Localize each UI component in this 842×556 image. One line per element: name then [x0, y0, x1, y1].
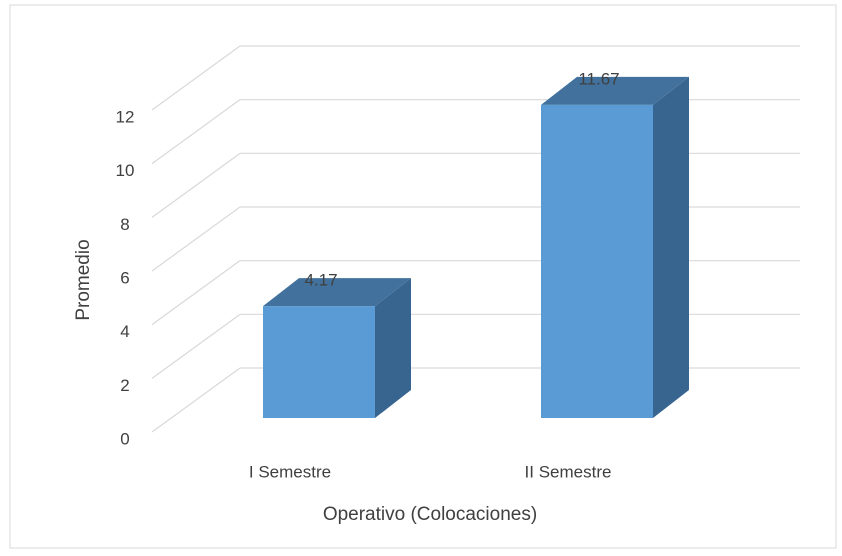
y-tick-label: 12 [116, 107, 135, 126]
grid-line [151, 152, 241, 218]
bar-top [263, 278, 411, 307]
bar-top [541, 76, 689, 105]
y-tick-label: 0 [120, 429, 129, 448]
bar [263, 306, 375, 418]
y-axis-title: Promedio [73, 239, 94, 320]
grid-line [151, 99, 241, 165]
grid-line [151, 206, 241, 272]
chart-border [9, 4, 837, 549]
y-tick-label: 6 [120, 268, 129, 287]
x-tick-label: II Semestre [525, 462, 612, 481]
bar-side [653, 76, 689, 418]
data-label: 4.17 [304, 271, 337, 290]
grid-line [151, 260, 241, 326]
data-label: 11.67 [578, 69, 619, 88]
grid-line [151, 45, 241, 111]
grid-line [151, 313, 241, 379]
y-tick-label: 8 [120, 215, 129, 234]
bar [541, 104, 653, 418]
x-axis-title: Operativo (Colocaciones) [323, 504, 537, 525]
y-tick-label: 4 [120, 322, 129, 341]
y-tick-label: 10 [116, 161, 135, 180]
x-tick-label: I Semestre [249, 462, 331, 481]
grid-line [151, 367, 241, 433]
y-tick-label: 2 [120, 376, 129, 395]
bar-side [375, 278, 411, 418]
